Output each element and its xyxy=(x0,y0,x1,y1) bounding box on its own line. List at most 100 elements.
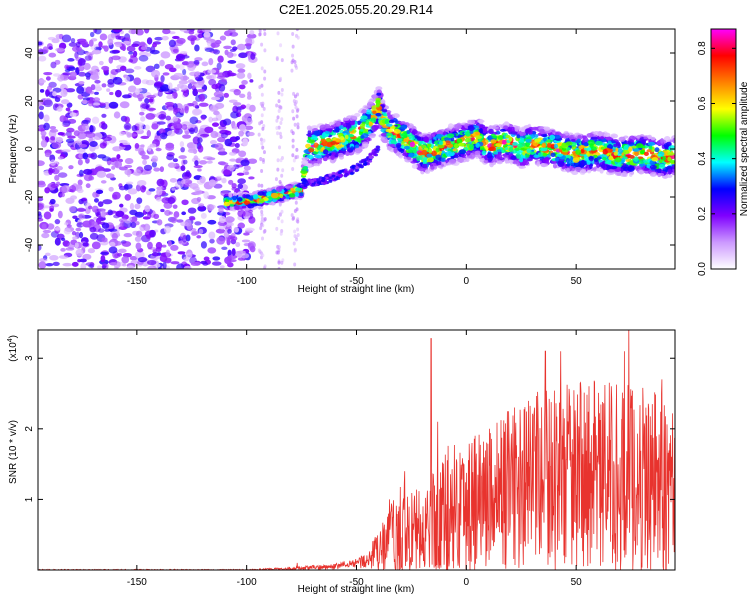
spectrogram-cell xyxy=(72,215,78,219)
spectrogram-x-tick-label: 50 xyxy=(571,276,583,287)
spectrogram-cell xyxy=(226,165,235,172)
spectrogram-cell xyxy=(40,139,48,148)
spectrogram-cell xyxy=(136,197,143,204)
spectrogram-cell xyxy=(145,65,156,73)
spectrogram-cell xyxy=(259,137,263,142)
spectrogram-cell xyxy=(206,195,216,200)
spectrogram-cell xyxy=(360,115,368,120)
spectrogram-cell xyxy=(85,183,91,189)
spectrogram-x-axis-label: Height of straight line (km) xyxy=(298,284,415,295)
spectrogram-cell xyxy=(291,109,295,114)
spectrogram-cell xyxy=(400,121,406,125)
spectrogram-cell xyxy=(199,176,206,184)
spectrogram-cell xyxy=(172,158,178,163)
spectrogram-cell xyxy=(215,228,226,234)
spectrogram-cell xyxy=(362,143,369,147)
spectrogram-cell xyxy=(207,219,217,225)
spectrogram-cell xyxy=(667,156,672,162)
spectrogram-cell xyxy=(160,208,165,213)
spectrogram-cell xyxy=(98,41,103,48)
spectrogram-cell xyxy=(187,79,195,84)
spectrogram-cell xyxy=(380,136,388,143)
spectrogram-cell xyxy=(134,88,140,95)
spectrogram-cell xyxy=(488,147,494,152)
spectrogram-cell xyxy=(137,256,148,263)
spectrogram-cell xyxy=(242,194,247,199)
spectrogram-cell xyxy=(328,179,333,183)
spectrogram-cell xyxy=(109,50,120,54)
spectrogram-cell xyxy=(293,208,297,213)
spectrogram-cell xyxy=(295,147,299,152)
spectrogram-cell xyxy=(88,39,94,47)
spectrogram-cell xyxy=(161,35,169,41)
spectrogram-cell xyxy=(42,46,49,54)
spectrogram-cell xyxy=(299,192,304,197)
spectrogram-cell xyxy=(181,199,189,206)
spectrogram-cell xyxy=(252,194,259,200)
spectrogram-cell xyxy=(229,158,237,162)
spectrogram-y-tick-label: -20 xyxy=(24,189,35,204)
spectrogram-cell xyxy=(275,103,279,108)
spectrogram-cell xyxy=(129,209,138,216)
spectrogram-cell xyxy=(426,157,434,163)
spectrogram-cell xyxy=(66,102,73,108)
snr-multiplier: (x104) xyxy=(7,335,19,362)
spectrogram-cell xyxy=(57,172,68,178)
spectrogram-cell xyxy=(587,139,595,146)
spectrogram-cell xyxy=(140,144,145,148)
spectrogram-cell xyxy=(435,147,440,153)
spectrogram-cell xyxy=(187,35,197,42)
spectrogram-cell xyxy=(101,265,107,269)
spectrogram-cell xyxy=(408,152,414,158)
spectrogram-cell xyxy=(61,237,66,241)
spectrogram-cell xyxy=(173,211,180,218)
spectrogram-cell xyxy=(280,92,284,97)
colorbar-tick-label: 0.6 xyxy=(697,96,708,110)
spectrogram-cell xyxy=(260,141,264,146)
spectrogram-cell xyxy=(279,134,283,139)
spectrogram-cell xyxy=(247,72,252,79)
spectrogram-cell xyxy=(416,136,422,141)
spectrogram-cell xyxy=(258,85,262,90)
spectrogram-cell xyxy=(375,101,380,108)
spectrogram-cell xyxy=(580,169,587,174)
spectrogram-cell xyxy=(44,152,52,158)
spectrogram-cell xyxy=(403,137,409,143)
spectrogram-cell xyxy=(249,30,255,35)
spectrogram-cell xyxy=(487,157,493,163)
spectrogram-cell xyxy=(153,63,160,69)
spectrogram-cell xyxy=(403,145,410,150)
spectrogram-cell xyxy=(187,251,192,256)
spectrogram-cell xyxy=(396,138,403,141)
spectrogram-cell xyxy=(620,157,626,163)
spectrogram-cell xyxy=(364,105,372,109)
spectrogram-cell xyxy=(649,164,657,170)
spectrogram-cell xyxy=(80,262,87,269)
spectrogram-cell xyxy=(618,136,626,142)
spectrogram-cell xyxy=(159,59,165,67)
spectrogram-cell xyxy=(82,242,89,247)
spectrogram-cell xyxy=(662,155,666,161)
spectrogram-cell xyxy=(112,191,121,200)
spectrogram-cell xyxy=(543,126,551,131)
spectrogram-cell xyxy=(531,126,539,131)
spectrogram-cell xyxy=(510,131,518,135)
spectrogram-cell xyxy=(522,151,526,156)
spectrogram-cell xyxy=(86,76,91,80)
spectrogram-cell xyxy=(161,179,168,188)
spectrogram-cell xyxy=(148,98,154,103)
spectrogram-cell xyxy=(77,65,85,72)
spectrogram-cell xyxy=(194,189,203,196)
snr-y-tick-label: 2 xyxy=(24,426,35,432)
spectrogram-cell xyxy=(79,258,87,263)
spectrogram-cell xyxy=(339,136,345,141)
spectrogram-cell xyxy=(56,106,63,112)
spectrogram-cell xyxy=(368,156,373,160)
spectrogram-cell xyxy=(307,130,312,135)
spectrogram-cell xyxy=(432,163,437,167)
spectrogram-cell xyxy=(57,210,63,219)
spectrogram-cell xyxy=(54,174,60,181)
spectrogram-cell xyxy=(291,44,295,49)
spectrogram-cell xyxy=(496,149,502,153)
spectrogram-cell xyxy=(601,163,606,169)
